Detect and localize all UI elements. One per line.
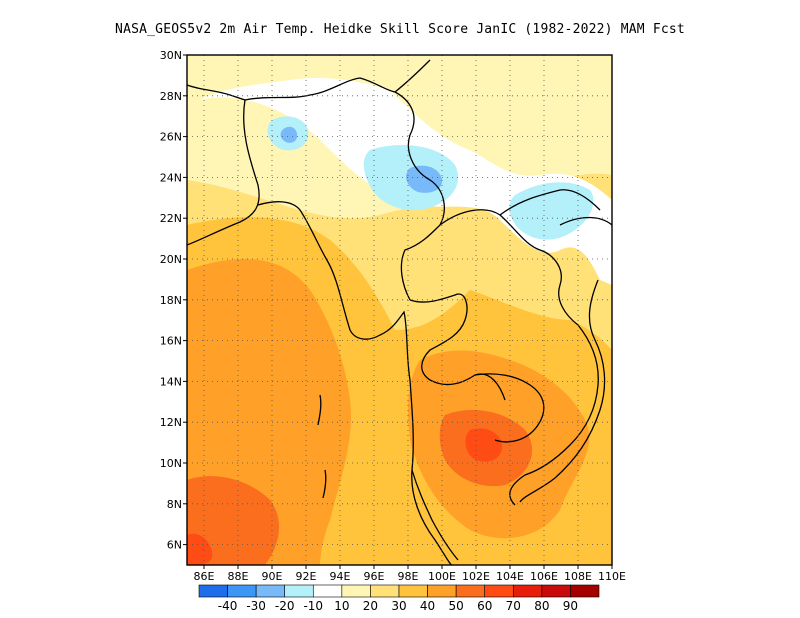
colorbar-swatch [227,584,257,598]
lon-tick-label: 104E [496,570,524,583]
colorbar-swatch [255,584,286,598]
colorbar-label: 90 [563,599,578,613]
colorbar-swatch [512,584,543,598]
colorbar-swatch [570,584,600,598]
colorbar-swatch [341,584,371,598]
colorbar-swatch [312,584,343,598]
lon-tick-label: 102E [462,570,490,583]
skill-score-field [187,55,612,565]
colorbar-label: 30 [391,599,406,613]
colorbar-swatch [484,584,514,598]
lat-tick-label: 30N [160,49,182,62]
colorbar-swatch [198,584,228,598]
lat-tick-label: 20N [160,253,182,266]
lat-tick-label: 24N [160,171,182,184]
lat-tick-label: 10N [160,457,182,470]
lon-tick-label: 106E [530,570,558,583]
plot-frame [186,54,613,566]
lat-tick-label: 16N [160,335,182,348]
colorbar-swatch [455,584,486,598]
field-60-70-bob [187,533,213,565]
lat-tick-label: 8N [167,498,182,511]
india-coast [187,84,260,246]
colorbar-label: -40 [218,599,238,613]
lon-tick-label: 86E [194,570,215,583]
colorbar-label: 80 [534,599,549,613]
lon-axis: 86E 88E 90E 92E 94E 96E 98E 100E 102E 104E 106E 108… [194,565,626,583]
colorbar-label: -10 [303,599,323,613]
colorbar: -40 -30 -20 -10 10 20 30 40 50 60 70 80 90 [198,584,600,613]
lon-tick-label: 94E [330,570,351,583]
colorbar-swatch [427,584,457,598]
coastlines [187,59,612,565]
lat-tick-label: 22N [160,212,182,225]
myanmar-borders [244,77,445,301]
andaman-islands [317,394,327,499]
lat-tick-label: 14N [160,375,182,388]
lon-tick-label: 92E [296,570,317,583]
map-title: NASA_GEOS5v2 2m Air Temp. Heidke Skill S… [115,22,685,37]
lon-tick-label: 98E [398,570,419,583]
colorbar-label: -20 [275,599,295,613]
lon-tick-label: 100E [428,570,456,583]
bangladesh-myanmar-coast [257,201,453,565]
colorbar-label: 70 [506,599,521,613]
lat-tick-label: 18N [160,294,182,307]
colorbar-label: 40 [420,599,435,613]
colorbar-swatch [398,584,428,598]
cambodia-borders [474,373,545,443]
lat-tick-label: 12N [160,416,182,429]
lat-tick-label: 26N [160,131,182,144]
lon-tick-label: 110E [598,570,626,583]
grid-lines [187,55,612,565]
field-60-70-cambodia [465,428,503,462]
lat-axis: 6N 8N 10N 12N 14N 16N 18N 20N 22N 24N 26N 28N 30N [160,49,187,552]
vietnam-coast [519,216,612,503]
colorbar-swatch [370,584,400,598]
lat-tick-label: 6N [167,539,182,552]
colorbar-label: 10 [334,599,349,613]
field-neg-20-yunnan [406,165,443,193]
lat-tick-label: 28N [160,90,182,103]
colorbar-label: -30 [246,599,266,613]
lon-tick-label: 96E [364,570,385,583]
lon-tick-label: 88E [228,570,249,583]
china-borders [394,59,601,216]
lon-tick-label: 90E [262,570,283,583]
colorbar-label: 20 [363,599,378,613]
field-neg-laos [509,182,594,240]
malay-peninsula [411,469,459,561]
lon-tick-label: 108E [564,570,592,583]
colorbar-label: 50 [449,599,464,613]
colorbar-swatch [284,584,314,598]
field-neg-20-assam [280,126,298,143]
field-50-60-bob [187,476,280,565]
colorbar-swatch [541,584,571,598]
colorbar-label: 60 [477,599,492,613]
